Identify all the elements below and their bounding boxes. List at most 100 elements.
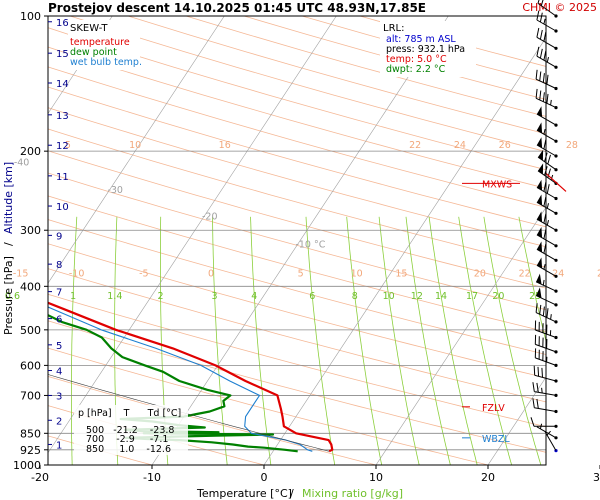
mixing-ratio-label: 17 <box>466 291 478 302</box>
wind-barb-feather <box>543 182 547 192</box>
dewpoint-line <box>48 313 298 453</box>
wind-barb-feather <box>539 29 543 40</box>
mixing-ratio-line <box>378 216 420 465</box>
dry-adiabat-label: 16 <box>219 140 231 151</box>
mixing-ratio-line <box>71 216 78 465</box>
y-axis-separator: / <box>2 242 15 246</box>
x-tick-label: 20 <box>481 471 495 484</box>
mixing-ratio-label: 14 <box>435 291 447 302</box>
mixing-ratio-label: 1 <box>70 291 76 302</box>
wind-barb <box>544 430 558 453</box>
dry-adiabat <box>48 268 546 403</box>
y-axis-label-altitude: Altitude [km] <box>2 162 15 234</box>
dry-adiabat-label: 10 <box>351 269 363 280</box>
dry-adiabat <box>48 293 546 428</box>
wind-barb <box>530 417 558 428</box>
wind-barb <box>537 0 558 18</box>
x-tick-label: 10 <box>369 471 383 484</box>
isotherm <box>48 16 337 454</box>
temperature-line <box>48 301 334 453</box>
wind-barb-feather <box>536 27 540 38</box>
axes: -30-20-100102030401002003004005006007008… <box>13 10 600 484</box>
copyright: CHMI © 2025 <box>522 1 597 14</box>
wind-barb-feather <box>546 93 549 104</box>
wind-barb-half-feather <box>546 56 549 63</box>
isotherm-label: -30 <box>107 185 123 196</box>
dry-adiabat-label: 20 <box>474 269 486 280</box>
dry-adiabat-label: 22 <box>409 140 421 151</box>
mixing-ratio-label: 3 <box>212 291 218 302</box>
wind-barb-feather <box>539 48 543 59</box>
y-axis-title: Pressure [hPa] / Altitude [km] <box>2 162 15 335</box>
wind-barb-feather <box>543 196 547 207</box>
isotherm-label: -20 <box>202 212 218 223</box>
x-tick-label: -20 <box>31 471 49 484</box>
x-axis-separator: / <box>290 487 294 500</box>
altitude-tick-label: 16 <box>56 18 69 29</box>
isotherm-label: -10 °C <box>295 240 325 251</box>
wind-barb-pennant <box>536 241 543 253</box>
dry-adiabat <box>48 375 378 465</box>
lrl-temp: temp: 5.0 °C <box>386 54 447 65</box>
altitude-tick-label: 14 <box>56 79 69 90</box>
wind-barbs <box>530 0 567 453</box>
altitude-tick-label: 1 <box>56 440 62 451</box>
mxws-barb-highlight <box>545 172 567 192</box>
dry-adiabat-label: 0 <box>208 269 214 280</box>
wind-barb-pennant <box>536 122 543 134</box>
wind-barb-feather <box>542 92 545 102</box>
plot-frame <box>47 15 547 466</box>
wind-barb <box>537 163 558 185</box>
wind-barb-pennant <box>536 106 543 118</box>
wind-barb-half-feather <box>543 128 546 135</box>
wind-barb-feather <box>543 243 547 254</box>
altitude-tick-label: 10 <box>56 202 69 213</box>
wind-barb-feather <box>532 398 535 408</box>
wind-barb-feather <box>539 90 542 101</box>
sounding-profiles <box>48 301 334 453</box>
wind-barb-half-feather <box>542 279 545 286</box>
isotherm <box>375 206 546 465</box>
marker-wbzl: WBZL <box>482 434 510 445</box>
wind-barb-feather <box>532 382 535 392</box>
altitude-tick-label: 4 <box>56 367 62 378</box>
p-tick-label: 600 <box>20 359 41 372</box>
x-tick-label: 30 <box>593 471 600 484</box>
wind-barb-feather <box>536 398 539 409</box>
mixing-ratio-label: 12 <box>411 291 423 302</box>
wind-barb <box>532 398 558 414</box>
dry-adiabat <box>48 107 546 248</box>
dry-adiabat <box>48 128 546 268</box>
wind-barb-half-feather <box>543 18 546 25</box>
marker-fzlv: FZLV <box>482 403 505 414</box>
wind-barb-feather <box>547 154 551 165</box>
grid-labels: -80 °C-70-60-50-40-30-20-10 °C5101622242… <box>5 140 600 302</box>
p-tick-label: 700 <box>20 389 41 402</box>
altitude-tick-label: 7 <box>56 288 62 299</box>
table-row-700: 700 -2.9 -7.1 <box>86 434 168 445</box>
altitude-tick-label: 5 <box>56 341 62 352</box>
lrl-background <box>380 21 476 77</box>
wind-barb-pennant <box>536 194 543 206</box>
x-axis-title: Temperature [°C] / Mixing ratio [g/kg] <box>196 487 403 500</box>
wind-barb-half-feather <box>550 314 552 320</box>
x-tick-label: -10 <box>143 471 161 484</box>
wind-barb-feather <box>539 12 543 23</box>
isotherm <box>48 16 113 115</box>
mixing-ratio-label: 20 <box>492 291 504 302</box>
altitude-tick-label: 9 <box>56 231 62 242</box>
mixing-ratio-label: 10 <box>383 291 395 302</box>
wind-barb <box>537 149 558 172</box>
surface-dry-adiabat <box>48 374 330 452</box>
lrl-alt: alt: 785 m ASL <box>386 34 456 45</box>
x-tick-label: 0 <box>261 471 268 484</box>
table-row-500: 500 -21.2 -23.8 <box>86 425 174 436</box>
lrl-title: LRL: <box>383 23 404 34</box>
wind-barb-half-feather <box>546 203 549 209</box>
wind-barb-half-feather <box>550 99 552 106</box>
wind-barb <box>535 88 558 110</box>
altitude-tick-label: 6 <box>56 315 62 326</box>
wind-barb-feather <box>546 184 550 194</box>
dry-adiabat-label: 5 <box>298 269 304 280</box>
